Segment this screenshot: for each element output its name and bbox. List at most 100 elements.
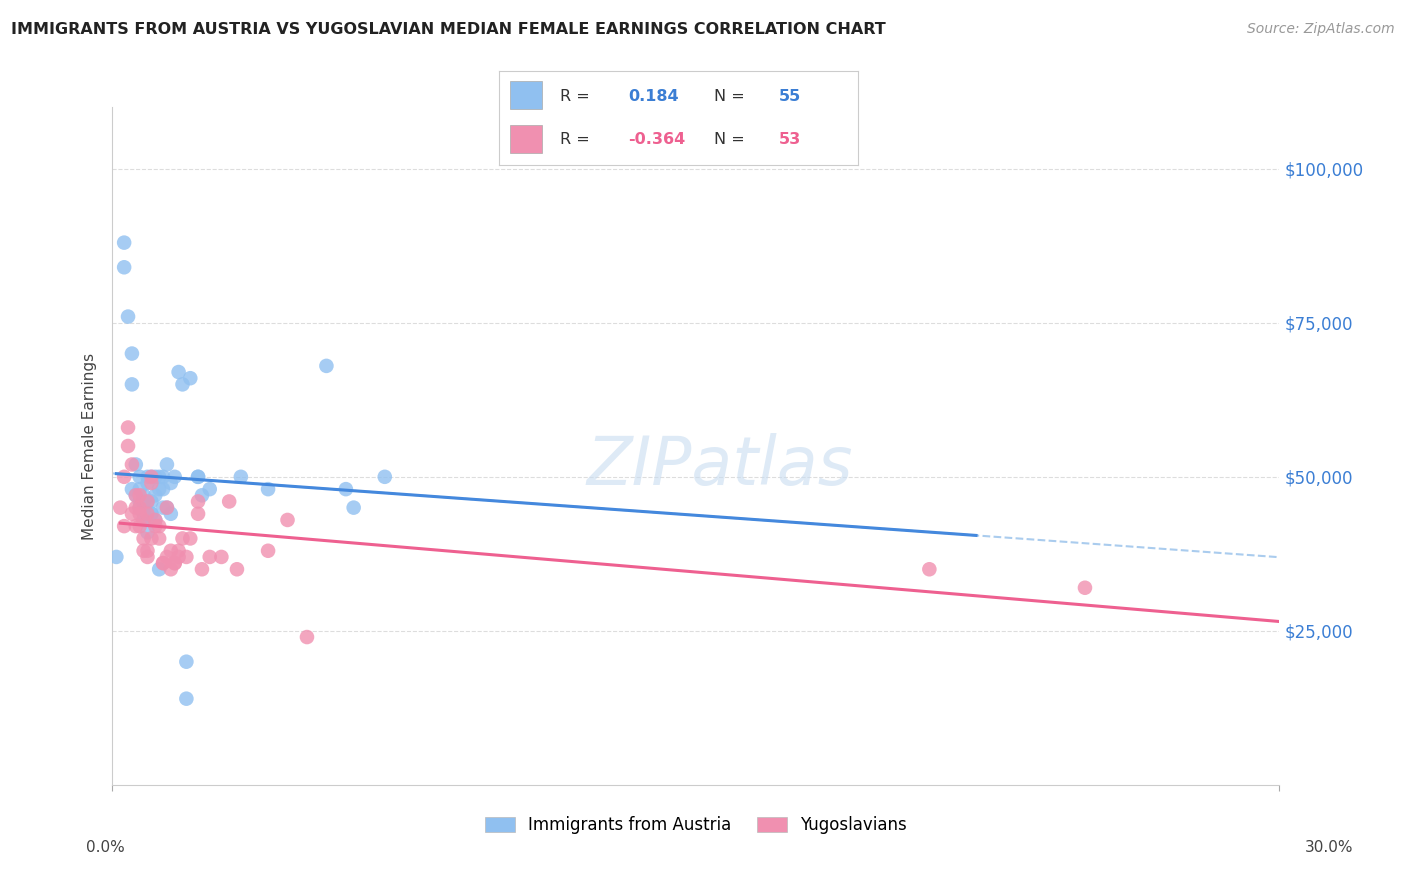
Point [160,475,183,490]
Point [187,494,209,508]
Point [257,543,280,558]
Point [117,310,139,324]
Point [152,482,174,496]
Point [172,377,194,392]
Point [163,470,186,484]
Text: N =: N = [714,132,751,147]
Point [187,470,209,484]
Point [187,470,209,484]
Point [152,556,174,570]
Point [136,543,159,558]
Point [141,470,163,484]
Point [121,377,143,392]
Point [156,458,179,472]
Point [132,488,155,502]
Point [226,562,249,576]
Text: N =: N = [714,89,751,104]
Point [163,556,186,570]
Legend: Immigrants from Austria, Yugoslavians: Immigrants from Austria, Yugoslavians [478,810,914,841]
Point [136,494,159,508]
Point [295,630,318,644]
Point [132,507,155,521]
Point [1074,581,1097,595]
Point [179,371,201,385]
Point [128,470,150,484]
Point [176,549,198,564]
Point [315,359,337,373]
Text: R =: R = [560,132,595,147]
Point [343,500,366,515]
Point [374,470,396,484]
Point [148,562,170,576]
Point [167,365,190,379]
Point [148,470,170,484]
Point [132,494,155,508]
Point [105,549,128,564]
Text: IMMIGRANTS FROM AUSTRIA VS YUGOSLAVIAN MEDIAN FEMALE EARNINGS CORRELATION CHART: IMMIGRANTS FROM AUSTRIA VS YUGOSLAVIAN M… [11,22,886,37]
Point [143,513,166,527]
Point [187,507,209,521]
Text: 53: 53 [779,132,801,147]
Text: R =: R = [560,89,595,104]
Point [191,562,214,576]
Text: 30.0%: 30.0% [1305,840,1353,855]
Point [136,507,159,521]
Text: Source: ZipAtlas.com: Source: ZipAtlas.com [1247,22,1395,37]
Point [160,562,183,576]
Point [141,470,163,484]
Point [136,549,159,564]
Point [128,519,150,533]
Point [128,482,150,496]
Point [128,500,150,515]
Text: 0.184: 0.184 [628,89,679,104]
Point [176,655,198,669]
Point [125,519,148,533]
Point [125,500,148,515]
Point [125,458,148,472]
Point [143,513,166,527]
Point [156,549,179,564]
Point [112,519,135,533]
Point [136,525,159,540]
Point [125,488,148,502]
Point [128,488,150,502]
Text: 0.0%: 0.0% [86,840,125,855]
Point [141,507,163,521]
Point [143,488,166,502]
Point [167,549,190,564]
Point [121,482,143,496]
Point [335,482,357,496]
Point [141,532,163,546]
Point [132,513,155,527]
Point [156,500,179,515]
Point [198,482,221,496]
Text: ZIPatlas: ZIPatlas [586,434,852,500]
Point [141,507,163,521]
Point [191,488,214,502]
Point [160,507,183,521]
Point [152,470,174,484]
Point [167,543,190,558]
Point [257,482,280,496]
Point [136,513,159,527]
Point [156,500,179,515]
Point [112,235,135,250]
Point [152,556,174,570]
Point [218,494,240,508]
Point [132,543,155,558]
Point [209,549,232,564]
Point [148,519,170,533]
Point [143,470,166,484]
Bar [510,125,543,153]
Point [132,513,155,527]
Bar [510,81,543,109]
Point [128,507,150,521]
Point [198,549,221,564]
Point [163,556,186,570]
Point [229,470,252,484]
Point [143,519,166,533]
Point [152,500,174,515]
Point [117,439,139,453]
Point [276,513,298,527]
Y-axis label: Median Female Earnings: Median Female Earnings [82,352,97,540]
